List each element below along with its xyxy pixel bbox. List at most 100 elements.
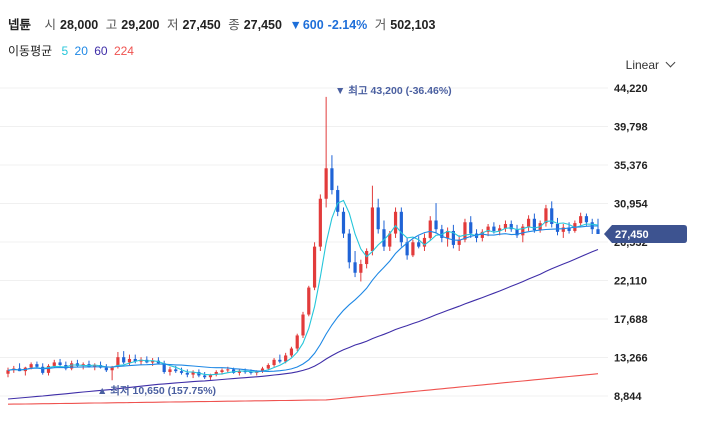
close-label: 종 (228, 18, 240, 32)
candle-body (295, 335, 299, 349)
candle-body (498, 228, 502, 231)
candle-body (127, 358, 132, 363)
candle-body (463, 222, 467, 240)
candle-body (469, 222, 473, 234)
candle-body (110, 366, 114, 371)
candle-body (411, 242, 415, 256)
candle-body (191, 372, 195, 375)
close-value: 27,450 (243, 18, 282, 32)
candle-body (480, 231, 484, 238)
ma-60-line (7, 248, 599, 400)
candle-body (579, 216, 583, 224)
volume-value: 502,103 (390, 18, 436, 32)
candle-body (139, 359, 143, 362)
candle-body (347, 233, 351, 263)
candle-body (544, 208, 548, 224)
y-tick-label: 39,798 (614, 122, 648, 134)
candle-body (422, 237, 427, 247)
candle-body (231, 369, 236, 373)
ma-legend-title: 이동평균 (8, 44, 53, 58)
candle-body (446, 230, 450, 238)
candle-body (52, 362, 56, 366)
open-label: 시 (44, 18, 57, 32)
candle-body (133, 358, 137, 362)
ma-5-label: 5 (61, 44, 69, 58)
candle-body (486, 226, 490, 232)
candle-body (104, 367, 108, 371)
scale-dropdown-label: Linear (625, 58, 659, 72)
ma-60-label: 60 (94, 44, 108, 58)
candle-body (174, 369, 178, 372)
candle-body (324, 168, 328, 199)
current-price-tag: 27,450 (604, 225, 687, 244)
candle-body (185, 372, 189, 375)
candle-body (116, 357, 120, 367)
scale-dropdown[interactable]: Linear (625, 57, 676, 72)
candle-body (237, 371, 241, 373)
candle-body (312, 246, 317, 288)
price-summary: 넵튠 시 28,000 고 29,200 저 27,450 종 27,450 ▼600-… (8, 14, 439, 33)
y-tick-label: 13,266 (614, 353, 648, 365)
candle-body (122, 357, 126, 363)
open-value: 28,000 (60, 18, 99, 32)
candle-body (151, 360, 155, 363)
low-value: 27,450 (182, 18, 221, 32)
candle-body (341, 211, 346, 234)
candle-body (503, 223, 508, 229)
candle-body (532, 218, 536, 231)
candle-body (93, 365, 97, 367)
candle-body (278, 359, 282, 362)
candle-body (220, 370, 224, 373)
candle-body (226, 369, 230, 371)
candle-body (208, 374, 213, 378)
candles (6, 96, 600, 381)
max-price-annotation: ▼ 최고 43,200 (-36.46%) (335, 84, 452, 97)
candle-body (266, 365, 270, 369)
candle-body (203, 375, 207, 378)
candle-body (555, 223, 560, 232)
candle-body (434, 220, 438, 230)
candle-body (214, 372, 218, 375)
candle-body (382, 229, 386, 247)
candle-body (440, 229, 444, 238)
change-arrow-icon: ▼ (289, 18, 302, 32)
candle-body (405, 242, 409, 256)
grid-lines (0, 87, 608, 397)
candle-body (70, 363, 74, 369)
candle-body (330, 168, 334, 191)
candle-body (550, 208, 554, 224)
candle-body (370, 207, 375, 251)
candle-body (365, 250, 369, 265)
current-price-label: 27,450 (615, 229, 649, 241)
y-tick-label: 44,220 (614, 83, 648, 95)
candle-body (249, 372, 253, 374)
candle-body (515, 229, 519, 236)
candle-body (301, 314, 305, 336)
candle-body (353, 262, 357, 273)
candle-body (58, 362, 62, 366)
candle-body (284, 355, 288, 362)
moving-average-legend[interactable]: 이동평균 5 20 60 224 (8, 42, 137, 59)
candle-body (509, 223, 513, 230)
moving-average-lines (7, 199, 599, 405)
candle-body (359, 264, 363, 273)
volume-label: 거 (374, 18, 387, 32)
y-tick-label: 22,110 (614, 276, 647, 288)
ma-224-label: 224 (113, 44, 134, 58)
candle-body (428, 220, 432, 238)
candle-body (567, 227, 571, 231)
y-tick-label: 17,688 (614, 314, 648, 326)
change-pct: -2.14% (327, 18, 368, 32)
candle-body (35, 364, 39, 367)
y-tick-label: 8,844 (614, 391, 642, 403)
candle-body (179, 371, 184, 373)
change-value: 600 (302, 18, 324, 32)
candle-body (457, 239, 461, 245)
high-value: 29,200 (121, 18, 160, 32)
candle-body (584, 216, 589, 223)
ma-20-label: 20 (74, 44, 88, 58)
candle-body (336, 190, 340, 212)
y-tick-label: 30,954 (614, 199, 649, 211)
stock-name: 넵튠 (8, 18, 32, 32)
